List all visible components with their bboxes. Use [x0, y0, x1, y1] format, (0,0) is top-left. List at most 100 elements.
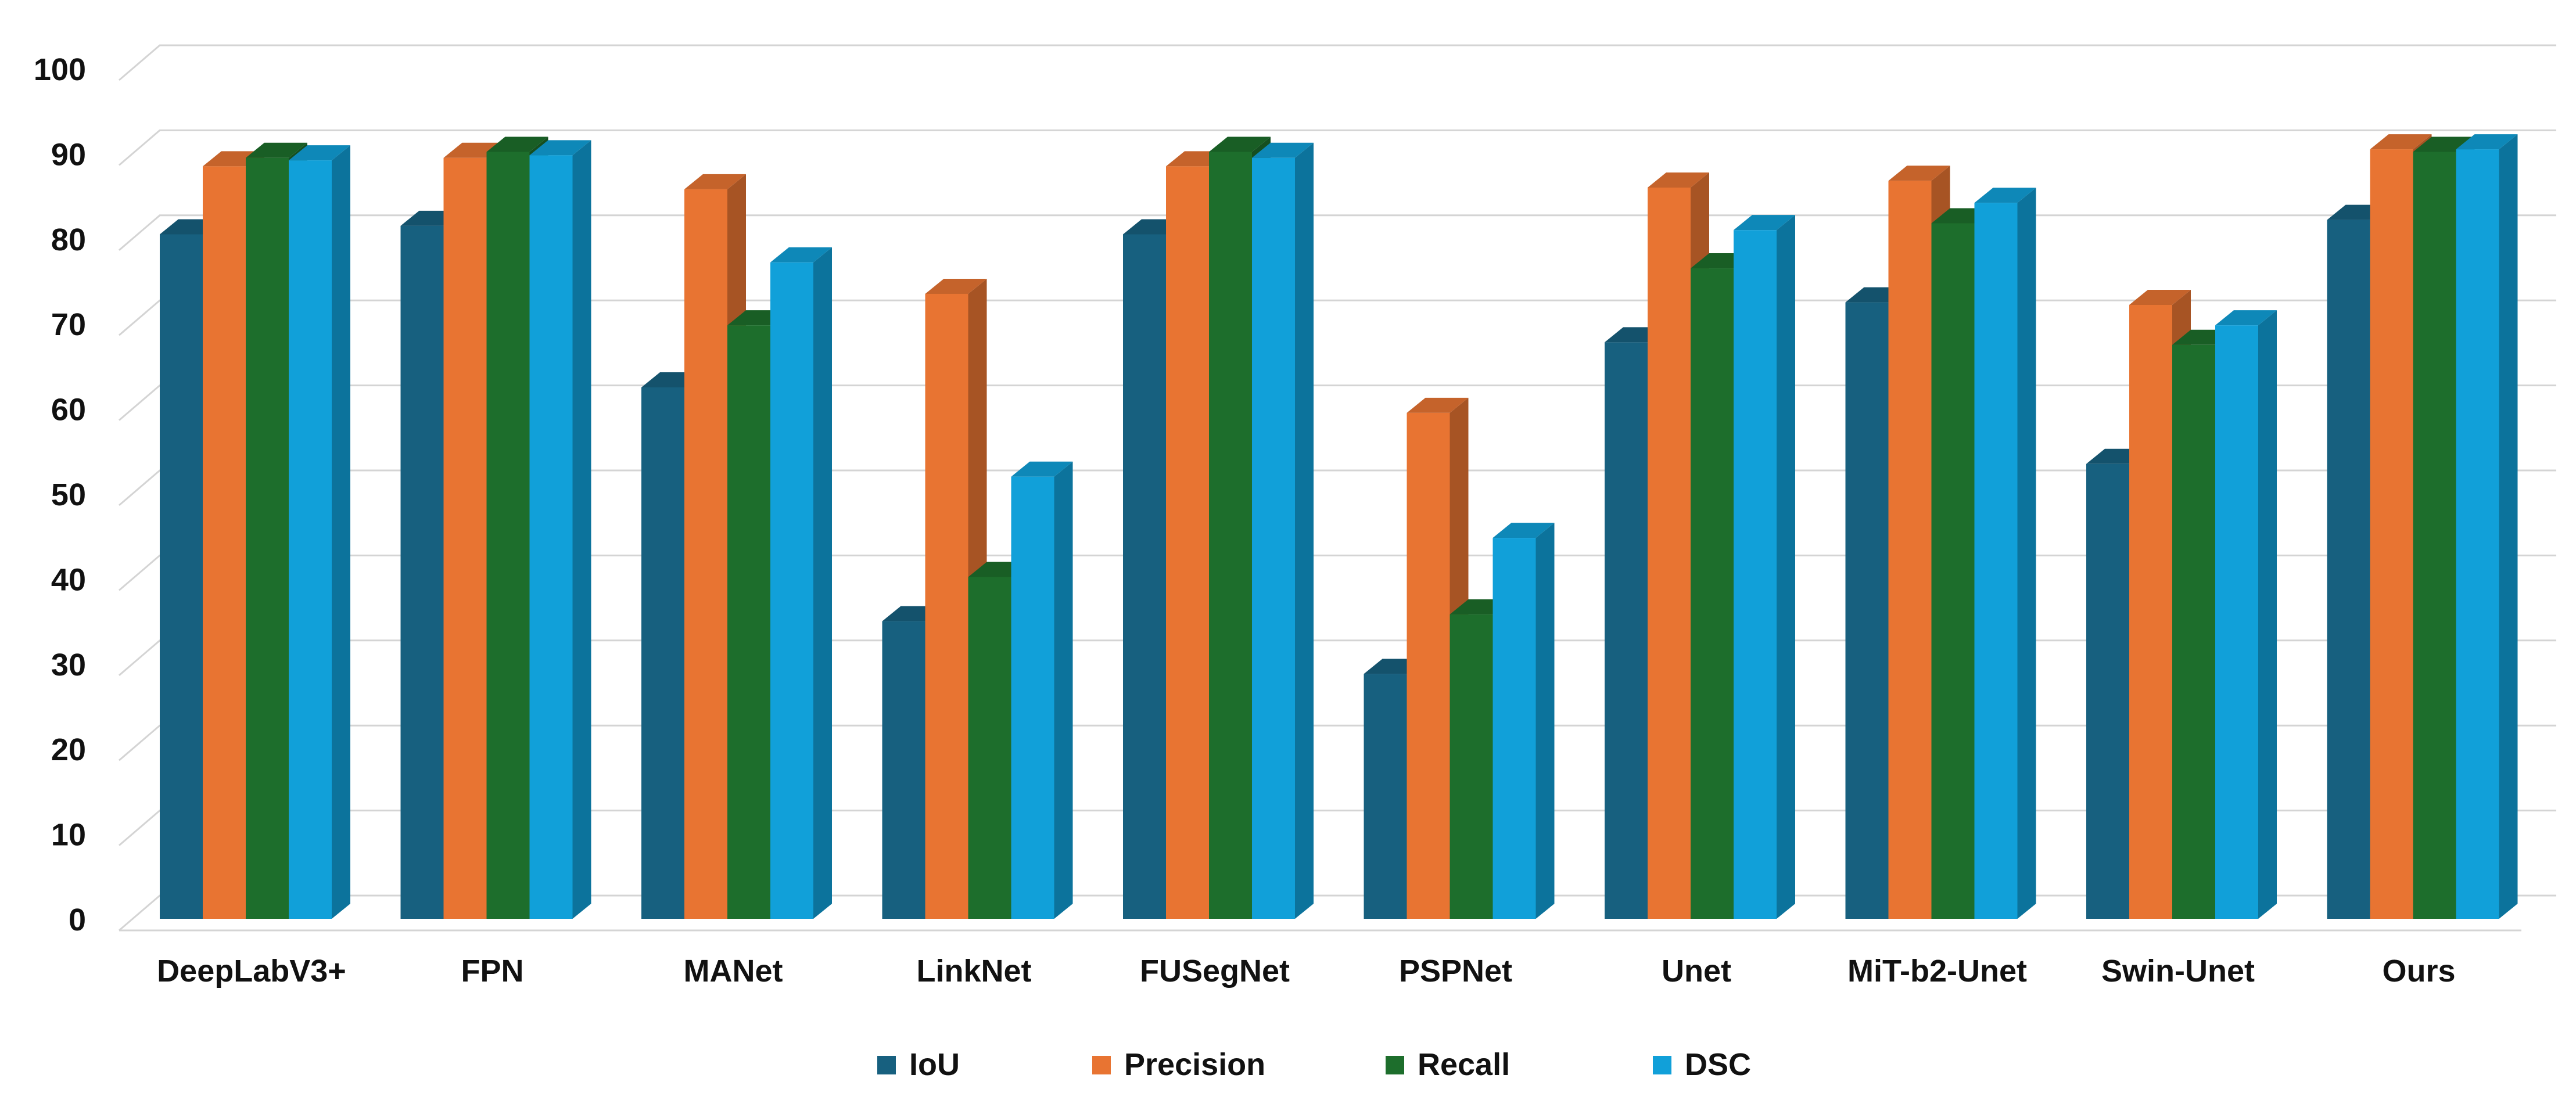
bar-top: [684, 174, 746, 189]
legend-label: DSC: [1685, 1047, 1751, 1082]
bar-top: [770, 247, 832, 263]
x-tick-label: Swin-Unet: [2101, 954, 2255, 988]
bar-dsc-8: [2215, 310, 2277, 919]
bar-front: [160, 234, 203, 919]
bar-front: [2327, 220, 2370, 919]
bar-front: [2456, 149, 2499, 919]
legend-swatch: [877, 1056, 896, 1074]
gridline-90: [119, 129, 2556, 166]
bar-top: [1492, 523, 1555, 538]
y-tick-label: 70: [51, 307, 86, 342]
bar-front: [203, 166, 246, 919]
x-tick-label: LinkNet: [916, 954, 1031, 988]
legend-label: Recall: [1418, 1047, 1510, 1082]
legend-item-precision: Precision: [1092, 1047, 1265, 1082]
bar-front: [1734, 230, 1777, 919]
bar-front: [968, 577, 1011, 919]
legend: IoU Precision Recall DSC: [877, 1047, 1751, 1082]
bar-front: [289, 160, 332, 919]
bar-top: [1888, 166, 1950, 181]
bar-top: [289, 145, 350, 161]
bar-side: [1295, 142, 1314, 919]
legend-item-iou: IoU: [877, 1047, 960, 1082]
x-tick-label: FUSegNet: [1140, 954, 1290, 988]
x-tick-label: MANet: [684, 954, 783, 988]
bar-dsc-0: [289, 145, 350, 919]
bar-dsc-7: [1974, 188, 2036, 919]
y-axis-tick-labels: 0 10 20 30 40 50 60 70 80 90 100: [34, 52, 86, 937]
bar-dsc-5: [1492, 523, 1555, 919]
bar-dsc-6: [1734, 215, 1795, 919]
bar-side: [2499, 134, 2518, 919]
bar-front: [1845, 302, 1889, 919]
y-tick-label: 10: [51, 818, 86, 853]
bar-side: [2017, 188, 2036, 919]
x-tick-label: Ours: [2382, 954, 2455, 988]
bar-front: [1123, 234, 1166, 919]
bar-front: [770, 262, 813, 919]
bar-dsc-3: [1011, 461, 1073, 919]
bar-top: [1407, 397, 1469, 413]
bar-top: [2456, 134, 2518, 150]
bar-front: [2129, 304, 2172, 919]
bar-side: [1054, 461, 1073, 919]
bar-top: [1209, 136, 1271, 152]
bar-dsc-2: [770, 247, 832, 919]
y-tick-label: 80: [51, 222, 86, 257]
legend-label: IoU: [909, 1047, 960, 1082]
bar-dsc-4: [1252, 142, 1314, 919]
bar-top: [1734, 215, 1795, 231]
bar-front: [1492, 538, 1536, 919]
bar-front: [2172, 344, 2215, 919]
bar-front: [1364, 674, 1407, 919]
bar-front: [882, 621, 925, 919]
y-tick-label: 60: [51, 393, 86, 427]
bar-front: [925, 293, 968, 919]
legend-item-dsc: DSC: [1653, 1047, 1751, 1082]
bar-front: [2370, 149, 2413, 919]
bar-dsc-1: [529, 140, 591, 919]
bar-side: [1777, 215, 1795, 919]
gridline-100: [119, 44, 2556, 81]
bar-front: [1931, 223, 1975, 919]
bar-front: [727, 325, 770, 919]
x-tick-label: PSPNet: [1399, 954, 1512, 988]
bar-dsc-9: [2456, 134, 2518, 919]
x-tick-label: Unet: [1662, 954, 1731, 988]
bar-front: [443, 157, 487, 919]
bar-top: [2370, 134, 2432, 150]
legend-label: Precision: [1124, 1047, 1265, 1082]
bar-front: [1252, 157, 1295, 919]
y-tick-label: 30: [51, 648, 86, 682]
bar-top: [2215, 310, 2277, 326]
bar-side: [1535, 523, 1555, 919]
y-tick-label: 50: [51, 477, 86, 512]
x-tick-label: FPN: [461, 954, 524, 988]
bar-top: [486, 136, 548, 152]
y-tick-label: 20: [51, 732, 86, 767]
y-tick-label: 40: [51, 562, 86, 597]
bar-top: [925, 278, 987, 294]
bar-front: [1691, 268, 1734, 919]
bar-front: [400, 225, 444, 919]
x-tick-label: DeepLabV3+: [157, 954, 346, 988]
y-tick-label: 100: [34, 52, 86, 87]
bar-front: [529, 155, 573, 919]
bar-front: [641, 387, 684, 919]
bar-front: [246, 157, 289, 919]
bar-front: [684, 189, 727, 919]
bar-front: [2413, 152, 2456, 919]
bar-front: [1605, 342, 1648, 919]
bar-front: [1450, 614, 1493, 919]
x-tick-label: MiT-b2-Unet: [1847, 954, 2027, 988]
legend-swatch: [1653, 1056, 1671, 1074]
bar-side: [332, 145, 350, 919]
bar-front: [1407, 412, 1450, 919]
bar-side: [813, 247, 832, 919]
bar-top: [246, 142, 307, 158]
bar-top: [1011, 461, 1073, 477]
legend-swatch: [1092, 1056, 1111, 1074]
bar-front: [1166, 166, 1209, 919]
bar-front: [2215, 325, 2258, 919]
bar-side: [2258, 310, 2277, 919]
